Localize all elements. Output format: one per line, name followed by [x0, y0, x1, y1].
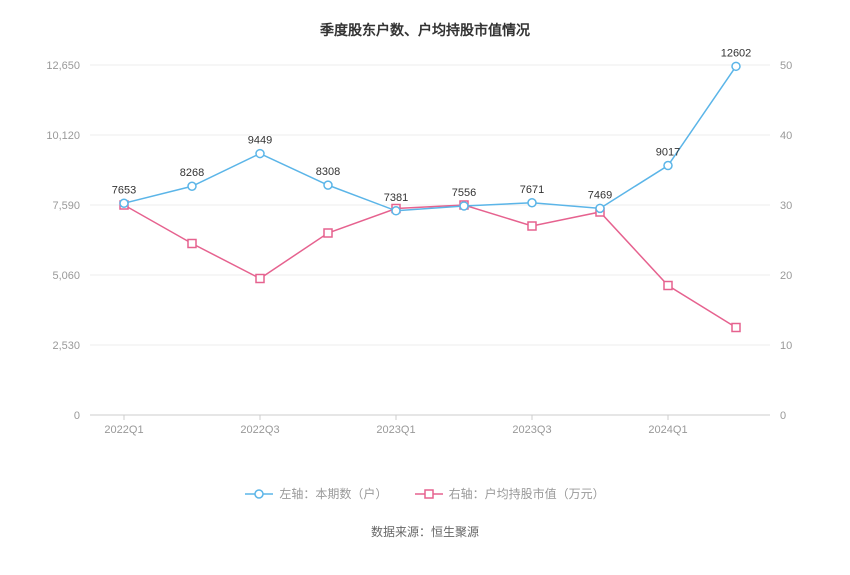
svg-text:30: 30	[780, 200, 792, 212]
legend-marker-right-icon	[415, 488, 443, 500]
svg-text:0: 0	[74, 410, 80, 422]
svg-text:50: 50	[780, 60, 792, 72]
svg-text:2023Q1: 2023Q1	[376, 424, 415, 436]
svg-text:7653: 7653	[112, 184, 136, 196]
legend-label-left: 左轴：本期数（户）	[279, 485, 387, 502]
svg-text:9449: 9449	[248, 135, 272, 147]
svg-text:9017: 9017	[656, 147, 680, 159]
legend: 左轴：本期数（户） 右轴：户均持股市值（万元）	[30, 485, 820, 503]
svg-text:40: 40	[780, 130, 792, 142]
svg-text:2024Q1: 2024Q1	[648, 424, 687, 436]
svg-text:7381: 7381	[384, 192, 408, 204]
svg-text:2022Q3: 2022Q3	[240, 424, 279, 436]
svg-text:8308: 8308	[316, 166, 340, 178]
svg-text:7,590: 7,590	[52, 200, 80, 212]
chart-svg: 02,5305,0607,59010,12012,650010203040502…	[90, 55, 770, 455]
svg-text:10,120: 10,120	[46, 130, 80, 142]
svg-text:2023Q3: 2023Q3	[512, 424, 551, 436]
svg-text:7556: 7556	[452, 187, 476, 199]
plot-area: 02,5305,0607,59010,12012,650010203040502…	[90, 55, 770, 455]
svg-text:12,650: 12,650	[46, 60, 80, 72]
svg-text:20: 20	[780, 270, 792, 282]
legend-item-right: 右轴：户均持股市值（万元）	[415, 485, 605, 502]
svg-text:10: 10	[780, 340, 792, 352]
svg-text:8268: 8268	[180, 167, 204, 179]
legend-item-left: 左轴：本期数（户）	[245, 485, 387, 502]
data-source-label: 数据来源：恒生聚源	[30, 523, 820, 540]
legend-marker-left-icon	[245, 488, 273, 500]
legend-label-right: 右轴：户均持股市值（万元）	[449, 485, 605, 502]
svg-text:2,530: 2,530	[52, 340, 80, 352]
svg-text:12602: 12602	[721, 47, 752, 59]
svg-text:0: 0	[780, 410, 786, 422]
svg-text:5,060: 5,060	[52, 270, 80, 282]
svg-text:7671: 7671	[520, 184, 544, 196]
chart-container: 季度股东户数、户均持股市值情况 02,5305,0607,59010,12012…	[0, 0, 850, 575]
chart-title: 季度股东户数、户均持股市值情况	[30, 20, 820, 40]
svg-text:7469: 7469	[588, 189, 612, 201]
svg-text:2022Q1: 2022Q1	[104, 424, 143, 436]
